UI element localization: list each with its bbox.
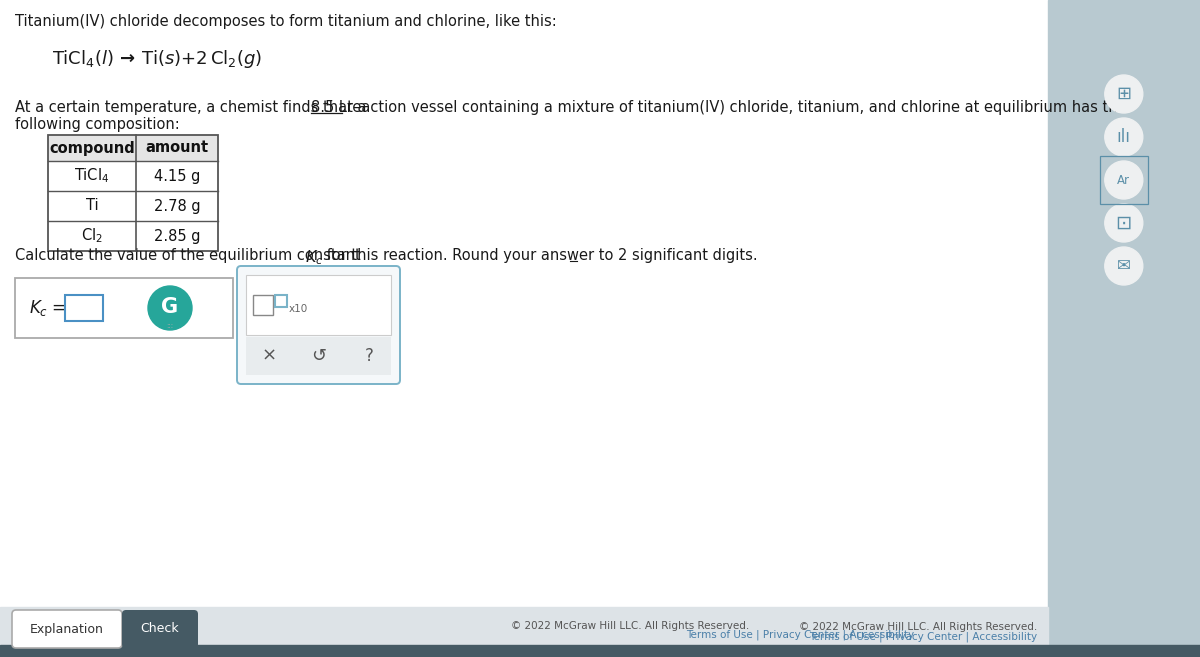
Circle shape [1105, 118, 1142, 156]
Circle shape [1105, 247, 1142, 285]
Text: ×: × [262, 347, 276, 365]
Text: Terms of Use | Privacy Center | Accessibility: Terms of Use | Privacy Center | Accessib… [810, 632, 1038, 643]
Text: G: G [162, 297, 179, 317]
Text: :::: ::: [167, 323, 174, 329]
Text: amount: amount [145, 141, 209, 156]
Bar [65, 295, 103, 321]
Bar [0, 0, 1048, 657]
Text: Ar: Ar [1117, 173, 1130, 187]
Bar [246, 337, 391, 375]
Text: ⊞: ⊞ [1116, 85, 1132, 103]
Text: $\mathrm{Cl_2}$: $\mathrm{Cl_2}$ [82, 227, 103, 245]
Text: ⊡: ⊡ [1116, 214, 1132, 233]
Bar [48, 135, 218, 251]
Circle shape [1105, 75, 1142, 113]
Text: Check: Check [140, 622, 179, 635]
Text: ✉: ✉ [1117, 257, 1130, 275]
Text: ılı: ılı [1117, 128, 1130, 146]
Bar [253, 295, 274, 315]
Text: $K_c$: $K_c$ [305, 248, 324, 267]
Text: following composition:: following composition: [14, 117, 180, 132]
Text: © 2022 McGraw Hill LLC. All Rights Reserved.: © 2022 McGraw Hill LLC. All Rights Reser… [511, 621, 749, 631]
Bar [0, 645, 1200, 657]
Bar [275, 295, 287, 307]
Text: =: = [50, 299, 65, 317]
FancyBboxPatch shape [122, 610, 198, 648]
Text: 2.85 g: 2.85 g [154, 229, 200, 244]
Text: Terms of Use | Privacy Center | Accessibility: Terms of Use | Privacy Center | Accessib… [686, 630, 914, 641]
Circle shape [1105, 204, 1142, 242]
Circle shape [148, 286, 192, 330]
Text: 4.15 g: 4.15 g [154, 168, 200, 183]
Text: Titanium(IV) chloride decomposes to form titanium and chlorine, like this:: Titanium(IV) chloride decomposes to form… [14, 14, 557, 29]
Bar [0, 607, 1048, 657]
Text: $K_c$: $K_c$ [29, 298, 48, 318]
Text: $\mathrm{TiCl_4}$: $\mathrm{TiCl_4}$ [74, 167, 109, 185]
Text: reaction vessel containing a mixture of titanium(IV) chloride, titanium, and chl: reaction vessel containing a mixture of … [342, 100, 1127, 115]
Text: © 2022 McGraw Hill LLC. All Rights Reserved.: © 2022 McGraw Hill LLC. All Rights Reser… [799, 622, 1038, 632]
Bar [1048, 0, 1200, 657]
FancyBboxPatch shape [238, 266, 400, 384]
Text: ?: ? [365, 347, 373, 365]
Text: At a certain temperature, a chemist finds that a: At a certain temperature, a chemist find… [14, 100, 371, 115]
Text: 2.78 g: 2.78 g [154, 198, 200, 214]
Text: Ti: Ti [85, 198, 98, 214]
Text: compound: compound [49, 141, 134, 156]
Text: x10: x10 [289, 304, 308, 314]
FancyBboxPatch shape [12, 610, 122, 648]
Text: Calculate the value of the equilibrium constant: Calculate the value of the equilibrium c… [14, 248, 365, 263]
Text: for this reaction. Round your answer to 2 significant digits.: for this reaction. Round your answer to … [323, 248, 758, 263]
Text: ↺: ↺ [312, 347, 326, 365]
Circle shape [1105, 161, 1142, 199]
Bar [48, 135, 218, 161]
Bar [246, 275, 391, 335]
Text: Explanation: Explanation [30, 622, 104, 635]
Text: 8.5 L: 8.5 L [312, 100, 347, 115]
Text: $\mathrm{TiCl_4}$$\mathit{(l)}$$\mathbf{\,\rightarrow\,}$$\mathrm{Ti}$$\mathit{(: $\mathrm{TiCl_4}$$\mathit{(l)}$$\mathbf{… [52, 48, 263, 70]
Bar [14, 278, 233, 338]
